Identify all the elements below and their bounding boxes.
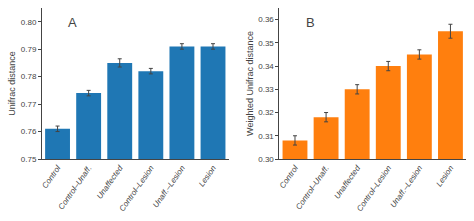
svg-text:0.35: 0.35 — [258, 39, 274, 48]
svg-text:0.76: 0.76 — [21, 127, 37, 136]
svg-text:0.78: 0.78 — [21, 72, 37, 81]
svg-text:0.36: 0.36 — [258, 15, 274, 24]
svg-text:Unifrac distance: Unifrac distance — [7, 51, 17, 116]
svg-text:0.77: 0.77 — [21, 100, 37, 109]
svg-text:0.31: 0.31 — [258, 132, 274, 141]
svg-text:A: A — [68, 15, 77, 30]
svg-text:0.79: 0.79 — [21, 45, 37, 54]
svg-text:Lesion: Lesion — [434, 163, 455, 188]
svg-text:0.75: 0.75 — [21, 155, 37, 164]
svg-text:0.33: 0.33 — [258, 85, 274, 94]
svg-text:Control: Control — [278, 164, 300, 190]
svg-text:0.34: 0.34 — [258, 62, 274, 71]
svg-text:Control–Lesion: Control–Lesion — [355, 163, 394, 213]
svg-text:Unaff.–Lesion: Unaff.–Lesion — [389, 163, 425, 209]
svg-text:0.30: 0.30 — [258, 155, 274, 164]
svg-text:Weighted Unifrac distance: Weighted Unifrac distance — [245, 31, 255, 136]
svg-text:Control: Control — [40, 164, 62, 190]
svg-text:Unaffected: Unaffected — [333, 163, 363, 200]
svg-text:Control–Unaff.: Control–Unaff. — [294, 164, 331, 211]
svg-text:Lesion: Lesion — [197, 163, 218, 188]
svg-text:0.32: 0.32 — [258, 108, 274, 117]
svg-text:Unaff.–Lesion: Unaff.–Lesion — [151, 163, 187, 209]
svg-text:Unaffected: Unaffected — [95, 163, 125, 200]
svg-text:B: B — [306, 15, 315, 30]
svg-text:Control–Unaff.: Control–Unaff. — [57, 164, 94, 211]
svg-text:0.80: 0.80 — [21, 18, 37, 27]
svg-text:Control–Lesion: Control–Lesion — [118, 163, 157, 213]
